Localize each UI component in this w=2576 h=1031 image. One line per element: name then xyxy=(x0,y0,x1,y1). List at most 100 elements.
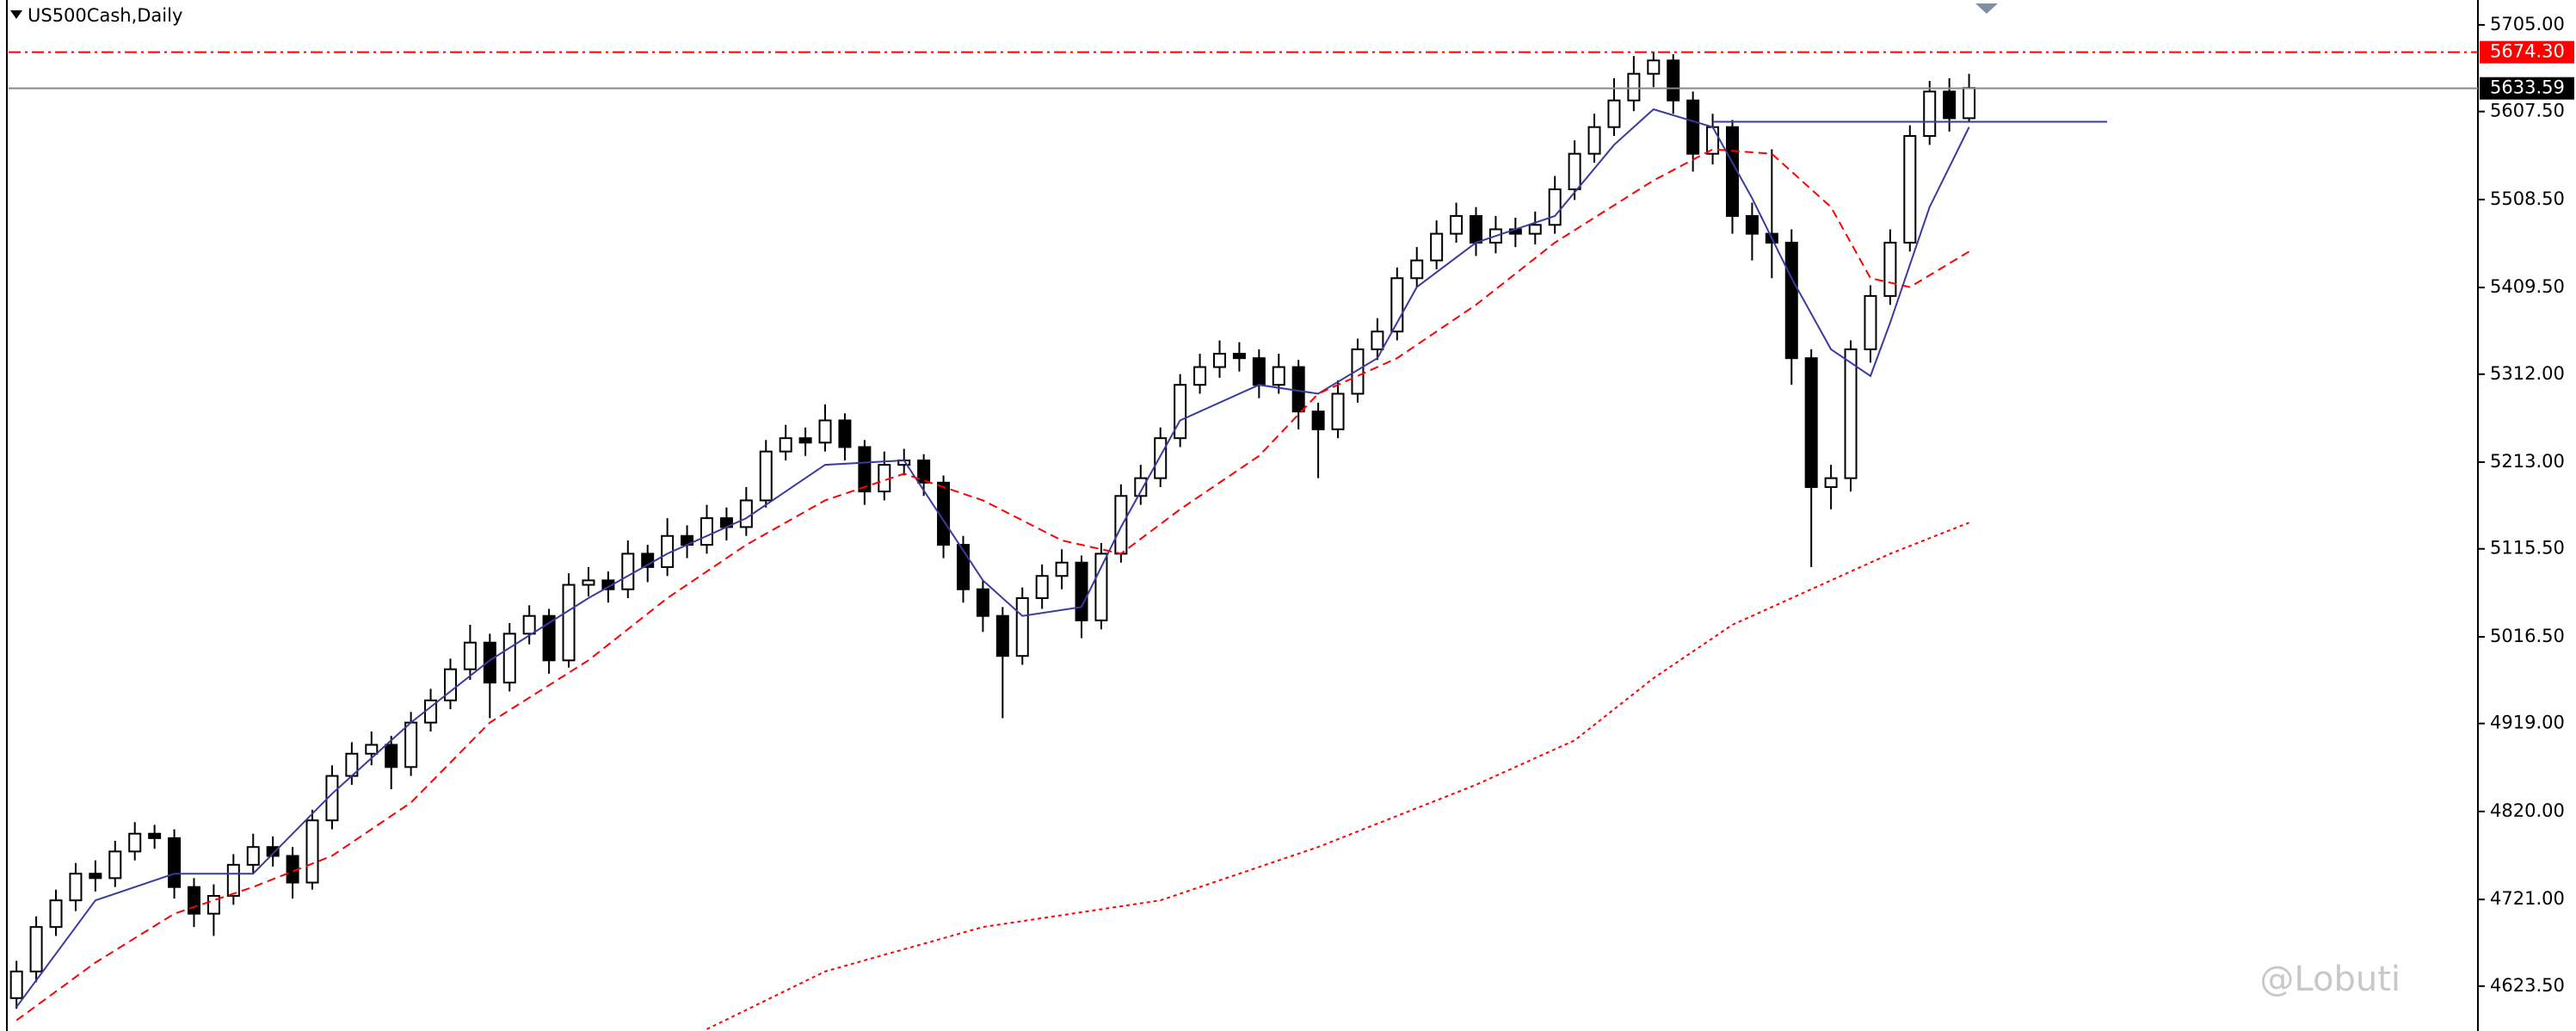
y-tick-label: 5115.50 xyxy=(2490,538,2565,559)
watermark: @Lobuti xyxy=(2259,960,2400,999)
y-tick-label: 5508.50 xyxy=(2490,188,2565,209)
candle-body xyxy=(29,926,43,972)
y-tick-label: 5409.50 xyxy=(2490,276,2565,297)
candle-body xyxy=(69,873,83,902)
candle-body xyxy=(1647,59,1661,75)
price-label-box xyxy=(2480,77,2574,100)
candle-body xyxy=(1844,348,1858,479)
candle-body xyxy=(9,970,23,999)
y-tick-label: 4919.00 xyxy=(2490,713,2565,733)
candle-body xyxy=(1134,477,1148,497)
candle-body xyxy=(1035,575,1049,600)
candle-body xyxy=(1094,553,1108,621)
candle-body xyxy=(1311,411,1325,430)
candle-body xyxy=(1963,87,1976,120)
y-tick-label: 5213.00 xyxy=(2490,451,2565,472)
candle-body xyxy=(1528,224,1542,235)
candle-body xyxy=(779,437,792,453)
candle-body xyxy=(1430,232,1444,262)
candle-body xyxy=(1864,294,1877,350)
candle-body xyxy=(463,641,477,670)
candle-body xyxy=(1193,366,1207,386)
candle-body xyxy=(1272,366,1285,386)
shift-marker xyxy=(1975,3,1998,14)
candle-body xyxy=(1923,90,1937,138)
candle-body xyxy=(206,895,220,915)
candle-body xyxy=(246,846,260,866)
candle-body xyxy=(305,819,319,884)
y-tick-label: 5705.00 xyxy=(2490,14,2565,34)
candle-body xyxy=(838,419,852,448)
candle-body xyxy=(1568,152,1581,190)
candle-body xyxy=(995,614,1009,657)
candle-body xyxy=(1548,188,1562,226)
candle-body xyxy=(49,899,63,929)
chart-title: US500Cash,Daily xyxy=(28,5,182,26)
candle-body xyxy=(483,641,496,684)
candle-body xyxy=(108,850,122,880)
candle-body xyxy=(1232,353,1246,360)
candle-body xyxy=(917,459,931,484)
candle-body xyxy=(1331,392,1345,430)
candle-body xyxy=(582,579,595,586)
price-label: 5633.59 xyxy=(2490,77,2565,98)
y-tick-label: 5607.50 xyxy=(2490,101,2565,121)
moving-average xyxy=(15,148,1970,1022)
candle-body xyxy=(385,744,398,769)
candle-body xyxy=(89,873,102,880)
candle-body xyxy=(542,614,556,662)
candle-body xyxy=(1015,597,1029,657)
candle-body xyxy=(1883,241,1897,297)
candle-body xyxy=(1075,561,1088,621)
menu-triangle xyxy=(10,10,22,19)
candle-body xyxy=(168,837,182,888)
candle-body xyxy=(562,583,576,662)
candle-body xyxy=(1667,59,1680,102)
candle-body xyxy=(1686,99,1700,155)
candle-body xyxy=(404,721,418,769)
candle-body xyxy=(502,633,516,684)
candle-body xyxy=(1745,214,1759,235)
candle-body xyxy=(1903,135,1917,244)
candle-body xyxy=(1055,561,1069,577)
y-tick-label: 4623.50 xyxy=(2490,975,2565,996)
candle-body xyxy=(187,886,200,915)
candle-body xyxy=(1587,126,1601,155)
candle-body xyxy=(1351,348,1365,395)
candle-body xyxy=(759,450,773,502)
price-label: 5674.30 xyxy=(2490,41,2565,62)
price-label-box xyxy=(2480,40,2574,64)
candle-body xyxy=(937,481,951,546)
y-tick-label: 4721.00 xyxy=(2490,888,2565,909)
candle-body xyxy=(798,437,812,444)
candle-body xyxy=(739,499,753,528)
candle-body xyxy=(128,832,142,853)
candle-body xyxy=(1824,477,1838,488)
candle-body xyxy=(1725,126,1739,217)
candle-body xyxy=(1154,437,1168,479)
candle-body xyxy=(1410,259,1424,280)
candle-body xyxy=(1212,353,1226,368)
candle-body xyxy=(699,517,713,546)
moving-average xyxy=(15,108,1970,1008)
candle-body xyxy=(1706,126,1720,155)
candle-body xyxy=(818,419,832,444)
candle-body xyxy=(621,553,635,590)
y-tick-label: 4820.00 xyxy=(2490,800,2565,821)
candle-body xyxy=(522,614,536,635)
candle-body xyxy=(365,744,379,755)
candle-body xyxy=(1450,214,1464,235)
candle-body xyxy=(1804,357,1818,488)
candle-body xyxy=(1252,357,1266,386)
candle-body xyxy=(858,446,872,493)
candle-body xyxy=(148,832,162,839)
candle-body xyxy=(1371,330,1384,350)
candle-body xyxy=(266,846,280,857)
candle-body xyxy=(1174,384,1187,440)
candle-body xyxy=(443,668,457,701)
candle-body xyxy=(325,775,339,822)
candle-body xyxy=(1627,72,1641,102)
candle-body xyxy=(976,588,989,617)
